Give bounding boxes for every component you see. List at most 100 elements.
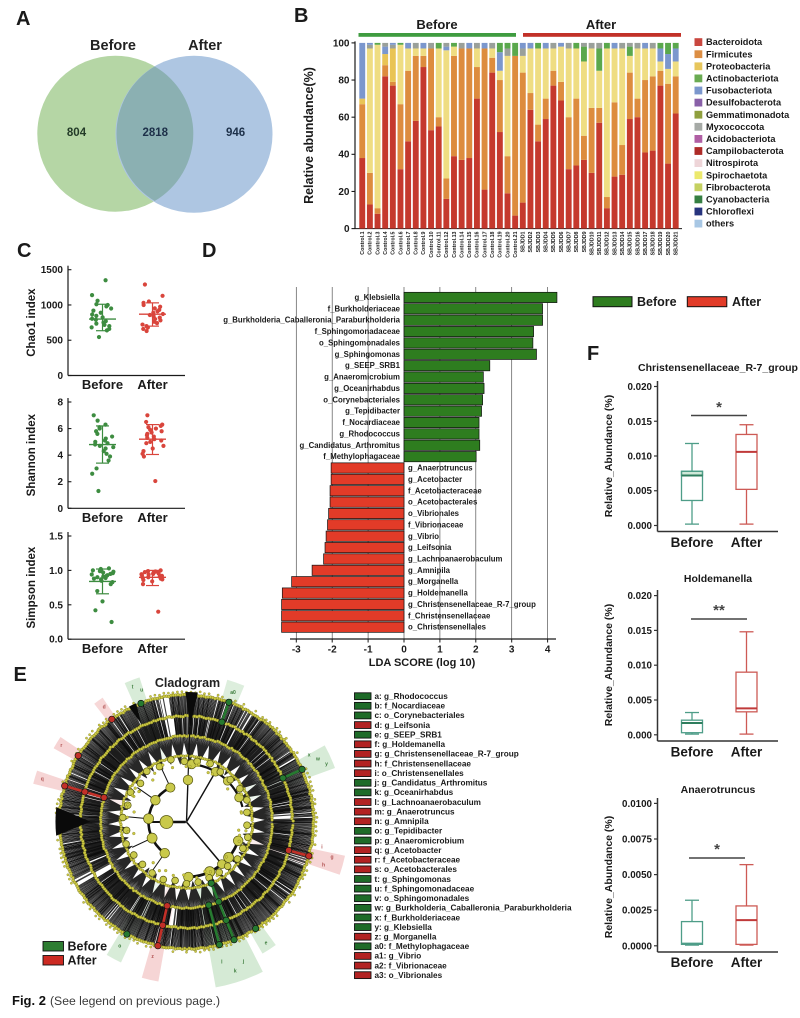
svg-text:Nitrospirota: Nitrospirota (706, 158, 759, 168)
svg-text:Campilobacterota: Campilobacterota (706, 146, 784, 156)
svg-text:SBJDD17: SBJDD17 (643, 231, 649, 255)
svg-text:SBJDD7: SBJDD7 (566, 231, 572, 252)
svg-text:1: 1 (437, 645, 443, 656)
svg-text:SBJDD9: SBJDD9 (582, 231, 588, 252)
svg-text:a1: g_Vibrio: a1: g_Vibrio (375, 952, 422, 961)
svg-text:0.010: 0.010 (627, 661, 652, 672)
svg-text:0.015: 0.015 (627, 417, 652, 428)
svg-text:f: g_Holdemanella: f: g_Holdemanella (375, 740, 446, 749)
svg-text:Bacteroidota: Bacteroidota (706, 37, 763, 47)
svg-text:Control.11: Control.11 (437, 231, 443, 257)
svg-text:60: 60 (338, 113, 350, 124)
svg-text:Before: Before (68, 940, 108, 954)
svg-text:Control.1: Control.1 (360, 231, 366, 254)
svg-text:0.005: 0.005 (627, 696, 652, 707)
svg-text:Control.6: Control.6 (398, 231, 404, 254)
svg-text:r: f_Acetobacteraceae: r: f_Acetobacteraceae (375, 856, 461, 865)
svg-text:B: B (294, 5, 308, 27)
svg-text:k: g_Oceanirhabdus: k: g_Oceanirhabdus (375, 788, 454, 797)
svg-text:s: o_Acetobacterales: s: o_Acetobacterales (375, 865, 458, 874)
svg-text:After: After (586, 17, 616, 32)
svg-text:0.000: 0.000 (627, 730, 652, 741)
svg-text:Before: Before (82, 641, 123, 656)
svg-text:a: g_Rhodococcus: a: g_Rhodococcus (375, 692, 449, 701)
svg-text:g_Burkholderia_Caballeronia_Pa: g_Burkholderia_Caballeronia_Paraburkhold… (223, 316, 400, 325)
svg-text:Relative_Abundance (%): Relative_Abundance (%) (603, 816, 615, 939)
svg-text:g_Christensenellaceae_R-7_grou: g_Christensenellaceae_R-7_group (408, 600, 536, 609)
svg-text:Before: Before (90, 38, 136, 54)
svg-text:u: f_Sphingomonadaceae: u: f_Sphingomonadaceae (375, 884, 475, 893)
svg-text:Control.8: Control.8 (414, 231, 420, 254)
svg-text:n: g_Amnipila: n: g_Amnipila (375, 817, 430, 826)
svg-text:SBJDD15: SBJDD15 (628, 231, 634, 255)
svg-text:946: 946 (226, 127, 245, 139)
svg-text:g_Vibrio: g_Vibrio (408, 532, 439, 541)
svg-text:g_Anaeromicrobium: g_Anaeromicrobium (324, 373, 400, 382)
svg-text:Fig. 2: Fig. 2 (12, 993, 46, 1008)
svg-text:Before: Before (82, 510, 123, 525)
svg-text:SBJDD8: SBJDD8 (574, 231, 580, 252)
svg-text:r: r (60, 743, 62, 749)
svg-text:A: A (16, 8, 30, 30)
svg-text:80: 80 (338, 75, 350, 86)
svg-text:g_Amnipila: g_Amnipila (408, 566, 451, 575)
svg-text:8: 8 (57, 398, 63, 409)
svg-text:Desulfobacterota: Desulfobacterota (706, 98, 782, 108)
svg-text:w: g_Burkholderia_Caballeronia: w: g_Burkholderia_Caballeronia_Paraburkh… (374, 904, 572, 913)
svg-text:b: f_Nocardiaceae: b: f_Nocardiaceae (375, 702, 446, 711)
svg-text:g: g (330, 854, 333, 860)
svg-text:i: i (321, 844, 323, 850)
svg-text:F: F (587, 343, 599, 365)
svg-text:Control.18: Control.18 (490, 231, 496, 257)
svg-text:v: o_Sphingomonadales: v: o_Sphingomonadales (375, 894, 470, 903)
svg-text:0: 0 (344, 224, 350, 235)
svg-text:SBJDD10: SBJDD10 (589, 231, 595, 255)
svg-text:SBJDD3: SBJDD3 (536, 231, 542, 252)
svg-text:u: u (140, 688, 143, 694)
svg-text:LDA SCORE (log 10): LDA SCORE (log 10) (369, 657, 476, 669)
svg-text:SBJDD1: SBJDD1 (521, 231, 527, 252)
svg-text:0: 0 (57, 504, 63, 515)
svg-text:SBJDD5: SBJDD5 (551, 231, 557, 252)
svg-text:Control.5: Control.5 (391, 231, 397, 254)
svg-text:0.020: 0.020 (627, 591, 652, 602)
svg-text:Acidobacteriota: Acidobacteriota (706, 134, 776, 144)
svg-text:q: q (41, 777, 44, 783)
svg-text:-3: -3 (292, 645, 301, 656)
svg-text:Fusobacteriota: Fusobacteriota (706, 86, 773, 96)
svg-text:x: x (308, 753, 311, 759)
svg-text:Holdemanella: Holdemanella (684, 573, 752, 585)
svg-text:e: g_SEEP_SRB1: e: g_SEEP_SRB1 (375, 731, 443, 740)
svg-text:SBJDD19: SBJDD19 (658, 231, 664, 255)
svg-text:After: After (732, 295, 761, 309)
svg-text:j: g_Candidatus_Arthromitus: j: g_Candidatus_Arthromitus (374, 779, 488, 788)
svg-text:After: After (731, 535, 763, 550)
svg-text:After: After (137, 641, 167, 656)
svg-text:Control.17: Control.17 (482, 231, 488, 257)
svg-text:g_SEEP_SRB1: g_SEEP_SRB1 (345, 361, 401, 370)
svg-text:0.5: 0.5 (49, 600, 63, 611)
svg-text:After: After (731, 745, 763, 760)
svg-text:Shannon index: Shannon index (26, 413, 38, 496)
svg-text:a2: f_Vibrionaceae: a2: f_Vibrionaceae (375, 961, 448, 970)
svg-text:After: After (731, 955, 763, 970)
svg-text:0.010: 0.010 (627, 452, 652, 463)
svg-text:Spirochaetota: Spirochaetota (706, 170, 768, 180)
svg-text:a3: o_Vibrionales: a3: o_Vibrionales (375, 971, 443, 980)
svg-text:Before: Before (671, 955, 714, 970)
svg-text:Relative_Abundance (%): Relative_Abundance (%) (603, 604, 615, 727)
svg-text:Control.10: Control.10 (429, 231, 435, 257)
svg-text:g_Candidatus_Arthromitus: g_Candidatus_Arthromitus (299, 441, 400, 450)
svg-text:0: 0 (57, 371, 63, 382)
svg-text:-2: -2 (328, 645, 337, 656)
svg-text:g_Klebsiella: g_Klebsiella (354, 293, 400, 302)
svg-text:c: o_Corynebacteriales: c: o_Corynebacteriales (375, 711, 466, 720)
svg-text:i: o_Christensenellales: i: o_Christensenellales (375, 769, 465, 778)
svg-text:Myxococcota: Myxococcota (706, 122, 765, 132)
svg-text:x: f_Burkholderiaceae: x: f_Burkholderiaceae (375, 913, 461, 922)
svg-text:C: C (17, 240, 31, 262)
svg-text:g_Holdemanella: g_Holdemanella (408, 589, 468, 598)
svg-text:Control.21: Control.21 (513, 231, 519, 257)
svg-text:o_Corynebacteriales: o_Corynebacteriales (323, 395, 400, 404)
svg-text:Before: Before (637, 295, 677, 309)
